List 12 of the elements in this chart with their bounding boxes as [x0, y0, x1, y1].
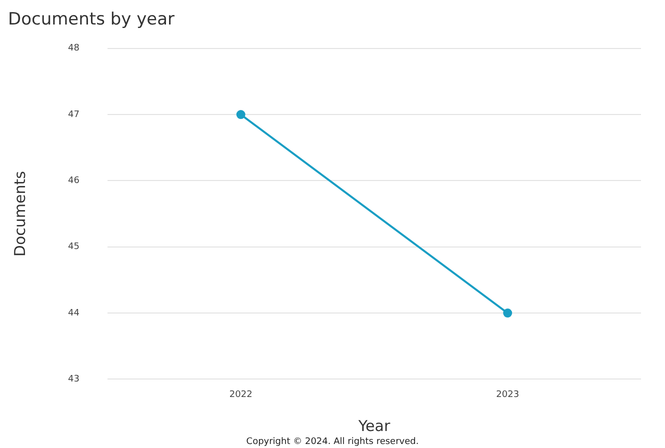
x-tick-label: 2022 [229, 390, 252, 400]
x-tick-label: 2023 [496, 390, 520, 400]
x-axis-title: Year [357, 416, 391, 435]
y-tick-label: 46 [68, 176, 80, 186]
chart-title: Documents by year [8, 10, 175, 30]
y-tick-label: 43 [68, 374, 80, 385]
text: Copyright © 2024. All rights reserved. [246, 436, 419, 447]
y-tick-label: 45 [68, 242, 80, 252]
y-tick-label: 47 [68, 110, 80, 120]
y-axis-title: Documents [10, 170, 29, 257]
y-tick-label: 48 [68, 44, 80, 54]
y-tick-label: 44 [68, 308, 80, 318]
